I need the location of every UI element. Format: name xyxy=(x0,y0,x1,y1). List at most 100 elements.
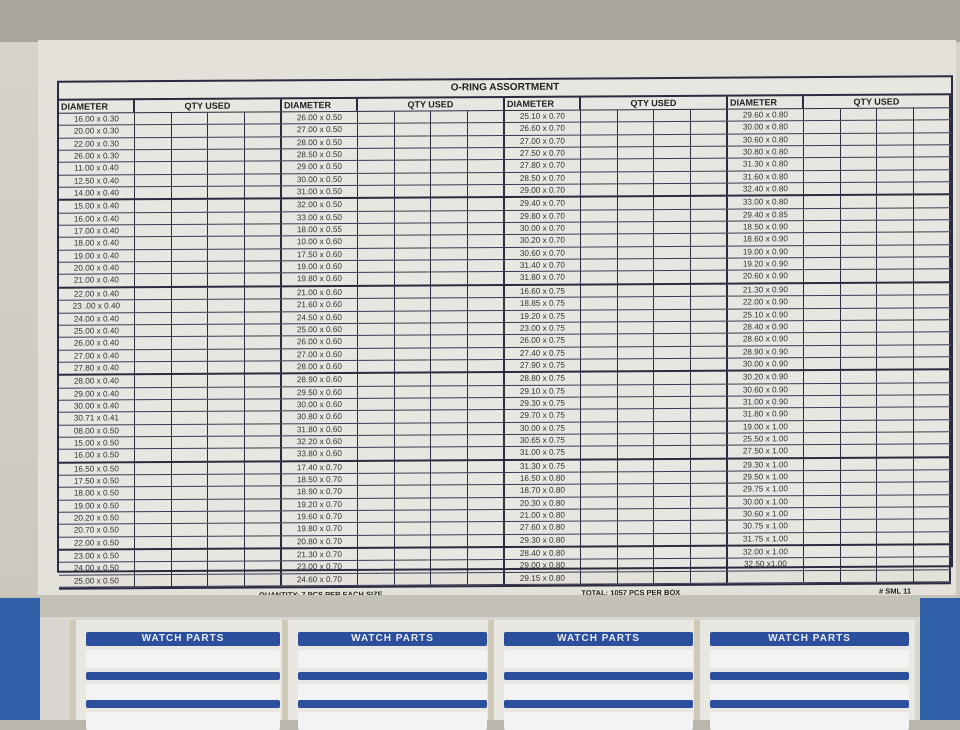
qty-cell[interactable] xyxy=(431,172,469,185)
qty-cell[interactable] xyxy=(134,499,172,512)
qty-cell[interactable] xyxy=(914,357,951,369)
qty-cell[interactable] xyxy=(208,261,246,274)
qty-cell[interactable] xyxy=(877,245,915,257)
qty-cell[interactable] xyxy=(877,470,915,483)
qty-cell[interactable] xyxy=(654,234,692,246)
qty-cell[interactable] xyxy=(431,572,469,585)
qty-cell[interactable] xyxy=(803,208,841,221)
qty-cell[interactable] xyxy=(877,195,915,208)
qty-cell[interactable] xyxy=(245,386,282,399)
qty-cell[interactable] xyxy=(431,135,469,148)
qty-cell[interactable] xyxy=(245,486,282,499)
qty-cell[interactable] xyxy=(208,212,246,224)
qty-cell[interactable] xyxy=(468,123,505,135)
qty-cell[interactable] xyxy=(171,249,209,262)
qty-cell[interactable] xyxy=(580,359,618,371)
qty-cell[interactable] xyxy=(617,259,655,271)
qty-cell[interactable] xyxy=(617,384,655,397)
qty-cell[interactable] xyxy=(654,484,692,496)
qty-cell[interactable] xyxy=(617,184,655,196)
qty-cell[interactable] xyxy=(468,510,505,522)
qty-cell[interactable] xyxy=(468,210,505,223)
qty-cell[interactable] xyxy=(171,387,209,399)
qty-cell[interactable] xyxy=(803,395,841,408)
qty-cell[interactable] xyxy=(691,445,728,458)
qty-cell[interactable] xyxy=(134,475,172,487)
qty-cell[interactable] xyxy=(468,160,505,172)
qty-cell[interactable] xyxy=(691,171,728,183)
qty-cell[interactable] xyxy=(431,347,469,360)
qty-cell[interactable] xyxy=(803,333,841,345)
qty-cell[interactable] xyxy=(134,462,172,475)
qty-cell[interactable] xyxy=(803,458,841,471)
qty-cell[interactable] xyxy=(877,257,915,270)
qty-cell[interactable] xyxy=(245,511,282,523)
qty-cell[interactable] xyxy=(208,174,246,186)
qty-cell[interactable] xyxy=(803,308,841,321)
qty-cell[interactable] xyxy=(580,134,618,147)
qty-cell[interactable] xyxy=(171,212,209,225)
qty-cell[interactable] xyxy=(357,510,395,523)
qty-cell[interactable] xyxy=(691,209,728,221)
qty-cell[interactable] xyxy=(245,224,282,237)
qty-cell[interactable] xyxy=(357,523,395,535)
qty-cell[interactable] xyxy=(134,174,172,187)
qty-cell[interactable] xyxy=(914,269,951,282)
qty-cell[interactable] xyxy=(468,560,505,572)
qty-cell[interactable] xyxy=(245,374,282,387)
qty-cell[interactable] xyxy=(171,112,209,125)
qty-cell[interactable] xyxy=(914,182,951,194)
qty-cell[interactable] xyxy=(654,321,692,334)
qty-cell[interactable] xyxy=(840,470,878,483)
packet-edge[interactable] xyxy=(504,700,693,708)
qty-cell[interactable] xyxy=(357,548,395,561)
qty-cell[interactable] xyxy=(914,245,951,257)
qty-cell[interactable] xyxy=(803,408,841,420)
qty-cell[interactable] xyxy=(617,246,655,259)
qty-cell[interactable] xyxy=(431,422,469,435)
qty-cell[interactable] xyxy=(171,562,209,574)
qty-cell[interactable] xyxy=(580,147,618,159)
qty-cell[interactable] xyxy=(134,550,172,562)
qty-cell[interactable] xyxy=(877,407,915,420)
qty-cell[interactable] xyxy=(468,460,505,473)
qty-cell[interactable] xyxy=(914,257,951,269)
qty-cell[interactable] xyxy=(580,434,618,446)
qty-cell[interactable] xyxy=(654,209,692,222)
qty-cell[interactable] xyxy=(840,495,878,507)
qty-cell[interactable] xyxy=(245,299,282,312)
qty-cell[interactable] xyxy=(394,123,432,136)
qty-cell[interactable] xyxy=(171,487,209,499)
qty-cell[interactable] xyxy=(171,399,209,412)
qty-cell[interactable] xyxy=(877,420,915,432)
qty-cell[interactable] xyxy=(134,262,172,274)
qty-cell[interactable] xyxy=(840,432,878,445)
qty-cell[interactable] xyxy=(134,287,172,300)
qty-cell[interactable] xyxy=(468,572,505,585)
qty-cell[interactable] xyxy=(803,432,841,445)
qty-cell[interactable] xyxy=(803,558,841,570)
qty-cell[interactable] xyxy=(357,286,395,299)
qty-cell[interactable] xyxy=(840,345,878,357)
qty-cell[interactable] xyxy=(803,221,841,233)
qty-cell[interactable] xyxy=(208,149,246,162)
packet-edge[interactable] xyxy=(710,672,909,680)
qty-cell[interactable] xyxy=(431,286,469,298)
qty-cell[interactable] xyxy=(877,320,915,332)
qty-cell[interactable] xyxy=(134,274,172,287)
qty-cell[interactable] xyxy=(691,197,728,209)
qty-cell[interactable] xyxy=(357,373,395,386)
qty-cell[interactable] xyxy=(431,548,469,560)
qty-cell[interactable] xyxy=(208,523,246,536)
qty-cell[interactable] xyxy=(654,446,692,458)
qty-cell[interactable] xyxy=(914,283,951,295)
qty-cell[interactable] xyxy=(877,220,915,233)
qty-cell[interactable] xyxy=(803,270,841,282)
qty-cell[interactable] xyxy=(617,222,655,234)
qty-cell[interactable] xyxy=(654,309,692,321)
qty-cell[interactable] xyxy=(580,234,618,247)
qty-cell[interactable] xyxy=(803,245,841,258)
qty-cell[interactable] xyxy=(357,498,395,510)
qty-cell[interactable] xyxy=(617,372,655,384)
qty-cell[interactable] xyxy=(914,419,951,432)
